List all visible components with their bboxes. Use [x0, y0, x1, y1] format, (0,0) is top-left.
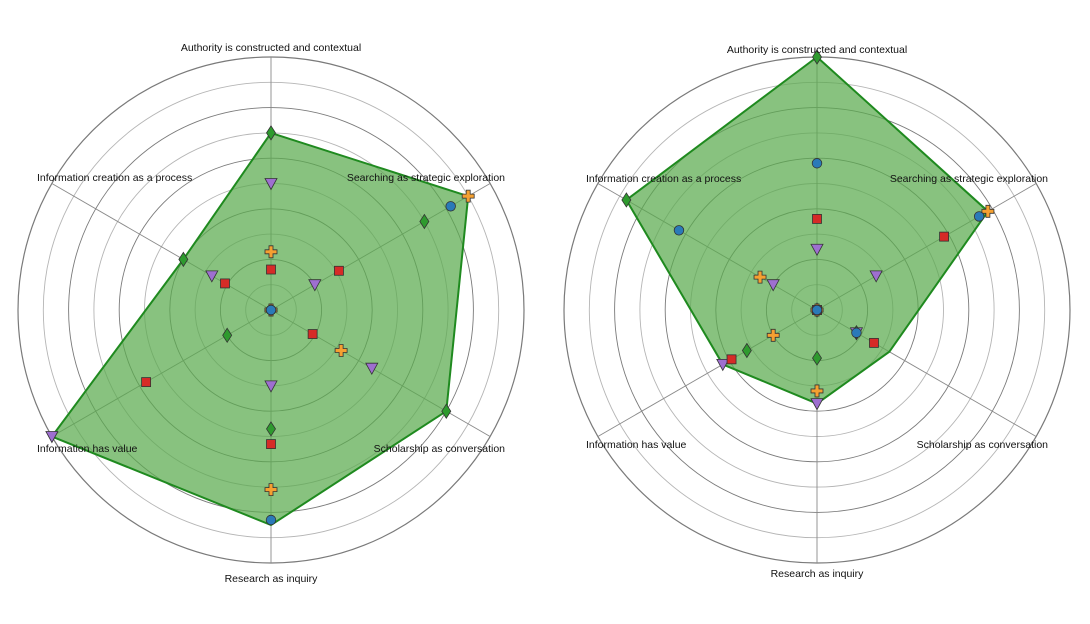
marker-circle [673, 225, 685, 236]
marker-square [869, 337, 879, 348]
series-triangle [716, 243, 883, 411]
series-square [141, 264, 344, 449]
marker-square [141, 377, 152, 388]
marker-circle [265, 304, 277, 316]
marker-plus [753, 270, 767, 284]
marker-triangle [264, 380, 278, 393]
marker-triangle [810, 398, 824, 411]
marker-plus [981, 204, 995, 218]
marker-diamond [419, 213, 430, 230]
marker-triangle [264, 178, 278, 191]
marker-square [939, 231, 949, 242]
marker-square [307, 329, 318, 339]
marker-circle [973, 211, 985, 222]
marker-circle [265, 514, 277, 526]
marker-diamond [266, 421, 276, 437]
axis-label: Scholarship as conversation [917, 439, 1048, 451]
axis-label: Searching as strategic exploration [347, 172, 505, 184]
axis-label: Searching as strategic exploration [890, 173, 1048, 185]
marker-circle [851, 327, 862, 338]
axis-label: Scholarship as conversation [374, 443, 505, 455]
marker-diamond [266, 125, 276, 141]
marker-diamond [178, 251, 189, 268]
marker-plus [461, 189, 475, 203]
marker-diamond [741, 342, 752, 359]
marker-triangle [45, 431, 59, 444]
axis-label: Information has value [586, 439, 687, 451]
marker-square [334, 265, 344, 276]
marker-square [266, 264, 276, 275]
marker-plus [810, 384, 824, 398]
area-polygon [50, 131, 470, 527]
marker-square [726, 354, 737, 365]
marker-diamond [812, 49, 822, 65]
series-circle [673, 158, 985, 338]
marker-triangle [716, 358, 730, 372]
axis-label: Authority is constructed and contextual [727, 44, 907, 56]
axis-label: Research as inquiry [225, 573, 319, 585]
marker-triangle [205, 270, 219, 283]
axis-label: Information creation as a process [37, 172, 192, 184]
axis-label: Information creation as a process [586, 173, 741, 185]
marker-triangle [766, 279, 780, 292]
marker-circle [445, 201, 456, 212]
marker-plus [766, 328, 780, 342]
marker-square [266, 439, 276, 449]
axis-label: Research as inquiry [771, 568, 865, 580]
axis-label: Information has value [37, 443, 138, 455]
series-diamond [178, 125, 452, 437]
series-circle [265, 201, 456, 526]
radar-chart-1: Authority is constructed and contextual S… [17, 42, 525, 585]
marker-circle [811, 304, 823, 316]
marker-triangle [869, 270, 883, 283]
series-triangle [45, 178, 379, 444]
marker-plus [334, 344, 348, 357]
radar-chart-2: Authority is constructed and contextual S… [563, 44, 1071, 580]
marker-plus [264, 245, 278, 259]
axis-label: Authority is constructed and contextual [181, 42, 361, 54]
marker-triangle [308, 279, 322, 292]
marker-diamond [812, 350, 822, 366]
marker-plus [264, 483, 278, 497]
marker-diamond [441, 403, 452, 419]
marker-square [220, 278, 230, 289]
marker-diamond [621, 192, 632, 208]
marker-circle [811, 158, 823, 169]
marker-square [812, 214, 822, 224]
marker-diamond [222, 327, 233, 344]
marker-triangle [365, 362, 379, 376]
marker-triangle [810, 243, 824, 257]
